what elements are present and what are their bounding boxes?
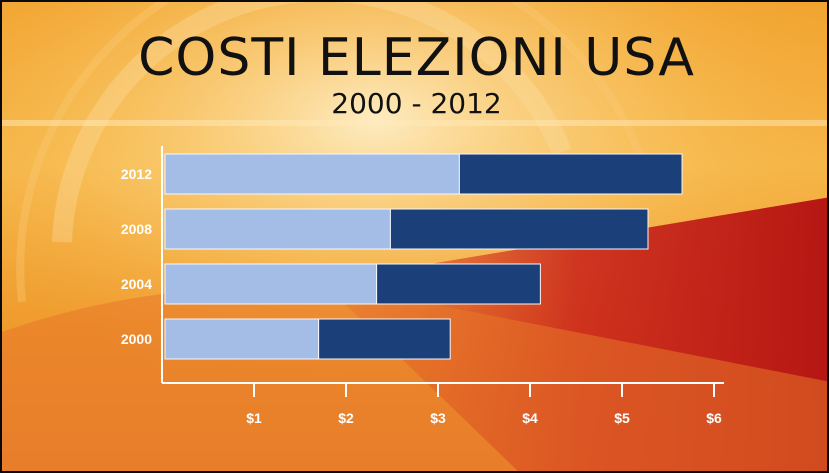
bar-2000-segment-1	[164, 318, 320, 360]
bar-2004-segment-2	[376, 263, 541, 305]
category-label-2004: 2004	[121, 276, 152, 292]
x-axis: $1 $2 $3 $4 $5 $6	[161, 146, 724, 426]
bars-group	[164, 153, 683, 360]
category-label-2000: 2000	[121, 331, 152, 347]
category-label-2012: 2012	[121, 166, 152, 182]
category-labels: 2012 2008 2004 2000	[121, 166, 152, 347]
x-tick-label-5: $5	[614, 410, 630, 426]
bar-2012-segment-2	[458, 153, 683, 195]
bar-2000-segment-2	[318, 318, 451, 360]
x-tick-label-4: $4	[522, 410, 538, 426]
bar-2008-segment-1	[164, 208, 391, 250]
bar-2008-segment-2	[389, 208, 649, 250]
bar-2012-segment-1	[164, 153, 460, 195]
chart-subtitle: 2000 - 2012	[331, 87, 502, 120]
category-label-2008: 2008	[121, 221, 152, 237]
x-tick-label-6: $6	[706, 410, 722, 426]
x-tick-label-3: $3	[430, 410, 446, 426]
x-tick-label-1: $1	[246, 410, 262, 426]
chart-title: COSTI ELEZIONI USA	[138, 28, 695, 88]
bar-2004-segment-1	[164, 263, 378, 305]
x-tick-label-2: $2	[338, 410, 354, 426]
